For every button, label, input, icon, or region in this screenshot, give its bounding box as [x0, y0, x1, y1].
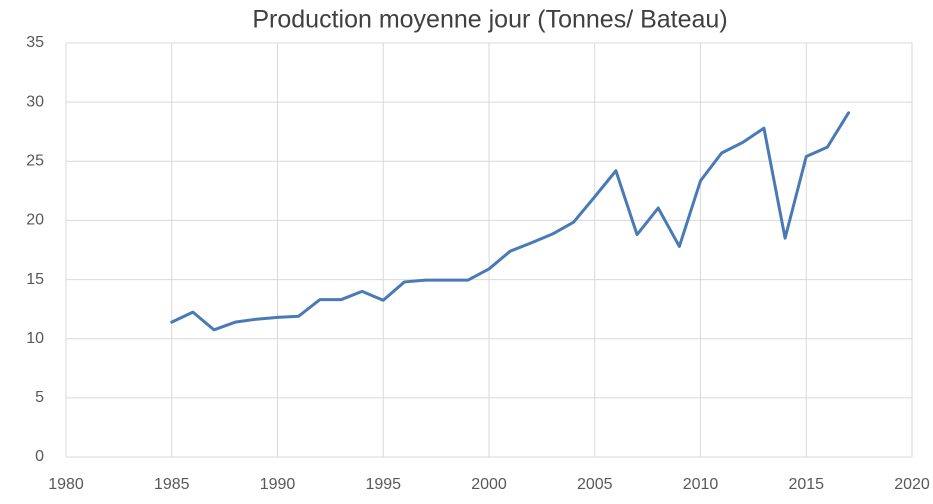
y-tick-label: 35 — [26, 34, 44, 51]
y-tick-label: 10 — [26, 330, 44, 347]
x-tick-label: 2015 — [788, 476, 824, 493]
y-tick-label: 30 — [26, 93, 44, 110]
y-tick-label: 25 — [26, 153, 44, 170]
y-tick-label: 5 — [35, 389, 44, 406]
x-tick-label: 1995 — [365, 476, 401, 493]
x-tick-label: 1980 — [48, 476, 84, 493]
x-tick-label: 1990 — [260, 476, 296, 493]
x-tick-label: 2020 — [894, 476, 930, 493]
line-series — [170, 111, 851, 332]
x-tick-label: 2005 — [577, 476, 613, 493]
chart-title: Production moyenne jour (Tonnes/ Bateau) — [252, 6, 727, 34]
x-tick-label: 1985 — [154, 476, 190, 493]
y-tick-label: 15 — [26, 271, 44, 288]
x-tick-label: 2010 — [683, 476, 719, 493]
y-tick-label: 0 — [35, 448, 44, 465]
y-tick-label: 20 — [26, 212, 44, 229]
x-tick-label: 2000 — [471, 476, 507, 493]
